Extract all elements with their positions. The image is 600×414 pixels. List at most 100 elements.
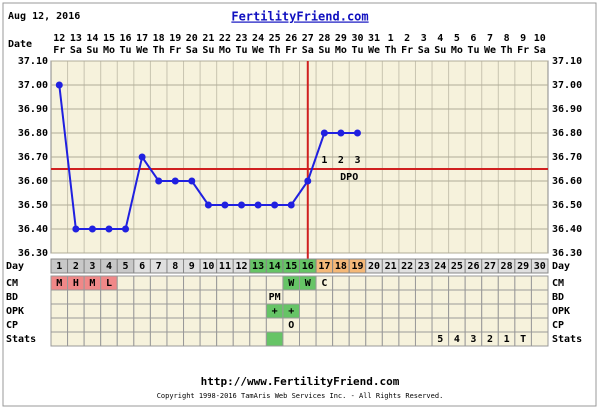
row-label-right: Day: [552, 261, 570, 272]
row-cell: [497, 317, 516, 333]
day-number: 1: [56, 261, 62, 272]
row-cell: [348, 275, 367, 291]
day-number: 20: [368, 261, 380, 272]
dpo-label: 3: [354, 155, 360, 166]
row-cell: [199, 289, 218, 305]
row-label-right: BD: [552, 292, 564, 303]
weekday-label: Fr: [53, 45, 65, 56]
row-cell: [481, 275, 499, 291]
row-cell: [166, 275, 185, 291]
cell-text: M: [89, 278, 95, 289]
row-label: OPK: [6, 306, 24, 317]
y2-tick-label: 36.80: [552, 128, 582, 139]
day-cell: [530, 258, 549, 274]
row-cell: [448, 317, 466, 333]
weekday-label: Tu: [120, 45, 132, 56]
weekday-label: Mo: [451, 45, 463, 56]
date-label: 26: [285, 33, 297, 44]
weekday-label: Tu: [351, 45, 363, 56]
dpo-title: DPO: [340, 172, 358, 183]
day-number: 9: [189, 261, 195, 272]
date-label: 21: [202, 33, 214, 44]
weekday-label: Tu: [467, 45, 479, 56]
row-cell: [183, 289, 201, 305]
row-cell: [116, 317, 135, 333]
row-cell: [381, 317, 400, 333]
row-cell: [249, 303, 267, 319]
temperature-point: [188, 177, 196, 185]
day-number: 8: [172, 261, 178, 272]
weekday-label: We: [368, 45, 380, 56]
date-label: 6: [470, 33, 476, 44]
y-tick-label: 36.30: [18, 248, 48, 259]
row-label-right: OPK: [552, 306, 570, 317]
row-cell: [497, 275, 516, 291]
row-cell: [414, 303, 433, 319]
date-label: 18: [153, 33, 165, 44]
row-cell: [530, 275, 549, 291]
day-number: 10: [202, 261, 214, 272]
date-label: 14: [86, 33, 98, 44]
footer-url[interactable]: http://www.FertilityFriend.com: [201, 375, 400, 388]
temperature-point: [138, 153, 146, 161]
day-number: 30: [534, 261, 546, 272]
row-cell: [199, 331, 218, 347]
y2-tick-label: 36.90: [552, 104, 582, 115]
date-label: 9: [520, 33, 526, 44]
row-cell: [530, 317, 549, 333]
row-cell: [315, 303, 334, 319]
row-cell: [398, 289, 416, 305]
row-label-right: Stats: [552, 334, 582, 345]
row-cell: [199, 317, 218, 333]
row-label-right: CM: [552, 278, 564, 289]
cell-text: L: [106, 278, 112, 289]
row-label: Day: [6, 261, 24, 272]
row-cell: [133, 275, 151, 291]
date-label: 20: [186, 33, 198, 44]
date-label: 17: [136, 33, 148, 44]
weekday-label: Sa: [534, 45, 546, 56]
row-cell: [116, 303, 135, 319]
row-cell: [67, 331, 85, 347]
row-cell: [398, 303, 416, 319]
date-label: 22: [219, 33, 231, 44]
row-cell: [199, 275, 218, 291]
row-cell: [299, 317, 317, 333]
temperature-point: [320, 129, 328, 137]
day-number: 4: [106, 261, 112, 272]
day-number: 6: [139, 261, 145, 272]
weekday-label: Sa: [70, 45, 82, 56]
row-cell: [265, 317, 284, 333]
row-cell: [348, 331, 367, 347]
row-label-right: CP: [552, 320, 564, 331]
row-cell: [216, 331, 234, 347]
site-title[interactable]: FertilityFriend.com: [231, 10, 368, 24]
date-label: 1: [388, 33, 394, 44]
weekday-label: Tu: [235, 45, 247, 56]
y2-tick-label: 36.30: [552, 248, 582, 259]
row-cell: [216, 275, 234, 291]
row-cell: [431, 275, 450, 291]
cell-text: C: [321, 278, 327, 289]
temperature-point: [287, 201, 295, 209]
date-label: 15: [103, 33, 115, 44]
y2-tick-label: 36.60: [552, 176, 582, 187]
date-label: 30: [351, 33, 363, 44]
row-cell: [83, 289, 102, 305]
row-cell: [67, 303, 85, 319]
chart-date: Aug 12, 2016: [8, 11, 80, 22]
row-cell: [315, 289, 334, 305]
temperature-point: [155, 177, 163, 185]
cell-text: T: [520, 334, 526, 345]
row-cell: [282, 289, 300, 305]
row-cell: [166, 303, 185, 319]
row-cell: [414, 275, 433, 291]
temperature-point: [55, 81, 63, 89]
row-cell: [398, 331, 416, 347]
row-cell: [530, 303, 549, 319]
row-cell: [265, 275, 284, 291]
row-cell: [116, 275, 135, 291]
weekday-label: Mo: [219, 45, 231, 56]
row-cell: [149, 317, 168, 333]
date-label: 31: [368, 33, 380, 44]
